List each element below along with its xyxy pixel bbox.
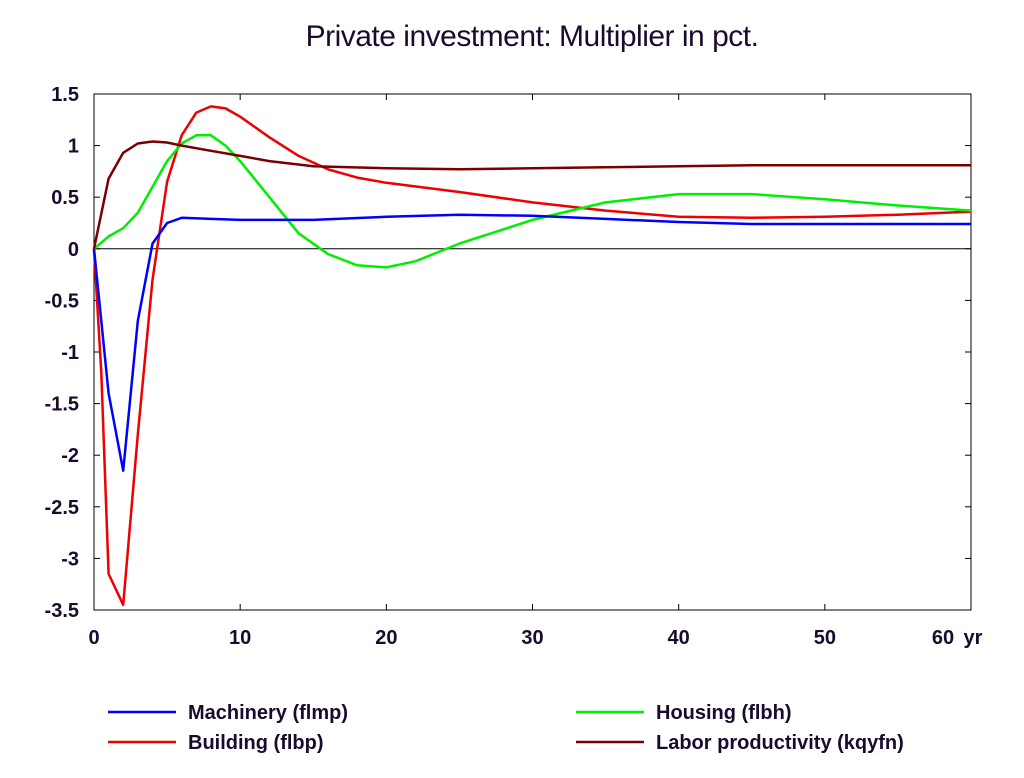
y-tick-label: 1 — [68, 136, 79, 158]
y-tick-label: 0 — [68, 239, 79, 261]
y-axis: 1.5 1 0.5 0 -0.5 -1 -1.5 -2 -2.5 -3 -3.5 — [45, 84, 971, 622]
x-tick-label: 10 — [229, 627, 251, 649]
legend-label: Machinery (flmp) — [188, 702, 348, 724]
y-tick-label: 0.5 — [51, 187, 79, 209]
plot-frame — [93, 93, 972, 611]
series-layer — [92, 105, 972, 607]
x-tick-label: 50 — [814, 627, 836, 649]
legend: Machinery (flmp) Building (flbp) Housing (… — [108, 702, 904, 754]
series-line-4 — [92, 140, 971, 250]
chart-title: Private investment: Multiplier in pct. — [305, 20, 759, 53]
x-axis: 0 10 20 30 40 50 60 yr — [88, 94, 983, 649]
y-tick-label: -1.5 — [45, 394, 79, 416]
y-tick-label: -2 — [61, 445, 79, 467]
x-tick-label: 40 — [668, 627, 690, 649]
x-unit-label: yr — [964, 627, 983, 649]
y-tick-label: -3 — [61, 548, 79, 570]
legend-label: Building (flbp) — [188, 732, 324, 754]
series-line-2 — [93, 134, 972, 269]
y-tick-label: -1 — [61, 342, 79, 364]
y-tick-label: -0.5 — [45, 290, 79, 312]
x-tick-label: 60 — [932, 627, 954, 649]
y-tick-label: 1.5 — [51, 84, 79, 106]
legend-label: Labor productivity (kqyfn) — [656, 732, 904, 754]
x-tick-label: 0 — [88, 627, 99, 649]
series-line-1 — [92, 213, 971, 472]
series-line-3 — [92, 105, 972, 607]
x-tick-label: 30 — [521, 627, 543, 649]
y-tick-label: -2.5 — [45, 497, 79, 519]
y-tick-label: -3.5 — [45, 600, 79, 622]
x-tick-label: 20 — [375, 627, 397, 649]
legend-label: Housing (flbh) — [656, 702, 792, 724]
